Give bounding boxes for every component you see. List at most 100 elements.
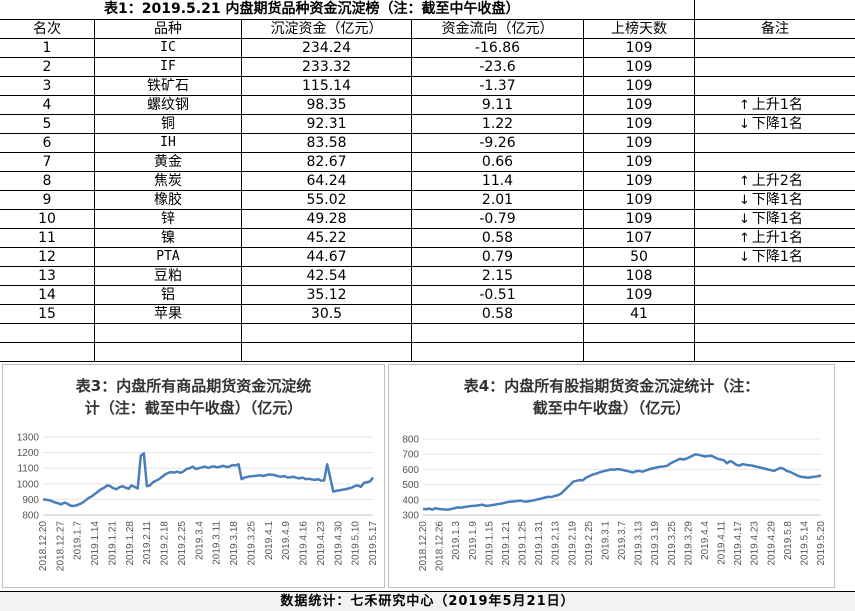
x-tick-label: 2019.1.21 (107, 521, 118, 566)
x-tick-label: 2019.1.25 (518, 521, 529, 566)
chart-title: 计（注：截至中午收盘）（亿元） (84, 399, 303, 417)
empty-cell (242, 324, 412, 343)
table-row: 1 IC 234.24 -16.86 109 (0, 39, 855, 58)
empty-cell (695, 343, 855, 362)
cell-capital: 55.02 (242, 191, 412, 210)
cell-capital: 45.22 (242, 229, 412, 248)
cell-name: PTA (95, 248, 242, 267)
column-header: 上榜天数 (584, 20, 695, 39)
table-row: 5 铜 92.31 1.22 109 ↓ 下降1名 (0, 115, 855, 134)
x-tick-label: 2019.1.31 (534, 521, 545, 566)
x-tick-label: 2019.1.21 (501, 521, 512, 566)
cell-flow: 2.01 (412, 191, 584, 210)
cell-capital: 30.5 (242, 305, 412, 324)
rank-change-label: 下降1名 (751, 211, 803, 227)
cell-days: 109 (584, 172, 695, 191)
cell-name: 铜 (95, 115, 242, 134)
x-tick-label: 2019.3.29 (683, 521, 694, 566)
arrow-down-icon: ↓ (739, 117, 750, 132)
empty-cell (242, 343, 412, 362)
y-tick-label: 1100 (17, 464, 39, 475)
table-row (0, 343, 855, 362)
empty-cell (95, 324, 242, 343)
empty-cell (412, 324, 584, 343)
y-tick-label: 800 (22, 511, 39, 522)
cell-flow: 0.58 (412, 229, 584, 248)
x-tick-label: 2019.3.4 (194, 521, 205, 560)
cell-days: 109 (584, 210, 695, 229)
x-tick-label: 2019.3.7 (617, 521, 628, 560)
x-tick-label: 2019.2.19 (567, 521, 578, 566)
x-tick-label: 2019.3.25 (667, 521, 678, 566)
column-header: 品种 (95, 20, 242, 39)
x-tick-label: 2019.3.25 (246, 521, 257, 566)
cell-capital: 42.54 (242, 267, 412, 286)
y-tick-label: 1300 (17, 433, 40, 444)
x-tick-label: 2019.2.25 (177, 521, 188, 566)
cell-rank: 13 (0, 267, 95, 286)
x-tick-label: 2019.4.1 (264, 521, 275, 560)
cell-days: 109 (584, 96, 695, 115)
table-row: 4 螺纹钢 98.35 9.11 109 ↑ 上升1名 (0, 96, 855, 115)
cell-rank: 1 (0, 39, 95, 58)
x-tick-label: 2019.4.11 (717, 521, 728, 565)
x-tick-label: 2019.5.10 (351, 521, 362, 566)
x-tick-label: 2018.12.20 (418, 521, 429, 571)
cell-flow: -9.26 (412, 134, 584, 153)
chart-title: 截至中午收盘）（亿元） (532, 399, 691, 417)
arrow-up-icon: ↑ (739, 98, 750, 113)
table-row: 10 锌 49.28 -0.79 109 ↓ 下降1名 (0, 210, 855, 229)
empty-cell (584, 324, 695, 343)
cell-days: 109 (584, 191, 695, 210)
cell-capital: 233.32 (242, 58, 412, 77)
cell-rank: 10 (0, 210, 95, 229)
table-row: 2 IF 233.32 -23.6 109 (0, 58, 855, 77)
cell-name: 锌 (95, 210, 242, 229)
cell-rank: 15 (0, 305, 95, 324)
line-chart: 800 900 1000 1100 1200 1300 2018.12.20 2018.12.… (17, 433, 379, 572)
cell-days: 109 (584, 77, 695, 96)
table-row (0, 324, 855, 343)
x-tick-label: 2019.1.3 (451, 521, 462, 560)
cell-note (695, 267, 855, 286)
x-tick-label: 2019.2.11 (142, 521, 153, 565)
cell-days: 109 (584, 153, 695, 172)
rank-change-label: 上升1名 (751, 230, 803, 246)
cell-capital: 82.67 (242, 153, 412, 172)
cell-capital: 49.28 (242, 210, 412, 229)
cell-rank: 8 (0, 172, 95, 191)
x-tick-label: 2019.5.8 (783, 521, 794, 560)
rank-change-label: 上升2名 (751, 173, 803, 189)
empty-cell (95, 343, 242, 362)
x-tick-label: 2019.4.4 (700, 521, 711, 560)
cell-name: 铝 (95, 286, 242, 305)
cell-capital: 64.24 (242, 172, 412, 191)
cell-name: 焦炭 (95, 172, 242, 191)
table-row: 11 镍 45.22 0.58 107 ↑ 上升1名 (0, 229, 855, 248)
cell-note: ↓ 下降1名 (695, 210, 855, 229)
table-row: 8 焦炭 64.24 11.4 109 ↑ 上升2名 (0, 172, 855, 191)
x-tick-label: 2018.12.27 (55, 521, 66, 571)
cell-flow: 0.58 (412, 305, 584, 324)
table-row: 9 橡胶 55.02 2.01 109 ↓ 下降1名 (0, 191, 855, 210)
cell-rank: 9 (0, 191, 95, 210)
cell-name: 橡胶 (95, 191, 242, 210)
y-tick-label: 900 (22, 495, 39, 506)
empty-cell (0, 343, 95, 362)
cell-days: 109 (584, 39, 695, 58)
cell-flow: -0.51 (412, 286, 584, 305)
empty-cell (412, 343, 584, 362)
cell-note: ↓ 下降1名 (695, 115, 855, 134)
cell-flow: -1.37 (412, 77, 584, 96)
cell-note (695, 286, 855, 305)
cell-rank: 4 (0, 96, 95, 115)
x-tick-label: 2019.1.7 (73, 521, 84, 560)
cell-flow: 0.66 (412, 153, 584, 172)
table-row: 12 PTA 44.67 0.79 50 ↓ 下降1名 (0, 248, 855, 267)
cell-days: 109 (584, 286, 695, 305)
cell-days: 109 (584, 58, 695, 77)
cell-note (695, 39, 855, 58)
table-row: 3 铁矿石 115.14 -1.37 109 (0, 77, 855, 96)
x-tick-label: 2019.1.14 (90, 521, 101, 566)
cell-note: ↓ 下降1名 (695, 191, 855, 210)
